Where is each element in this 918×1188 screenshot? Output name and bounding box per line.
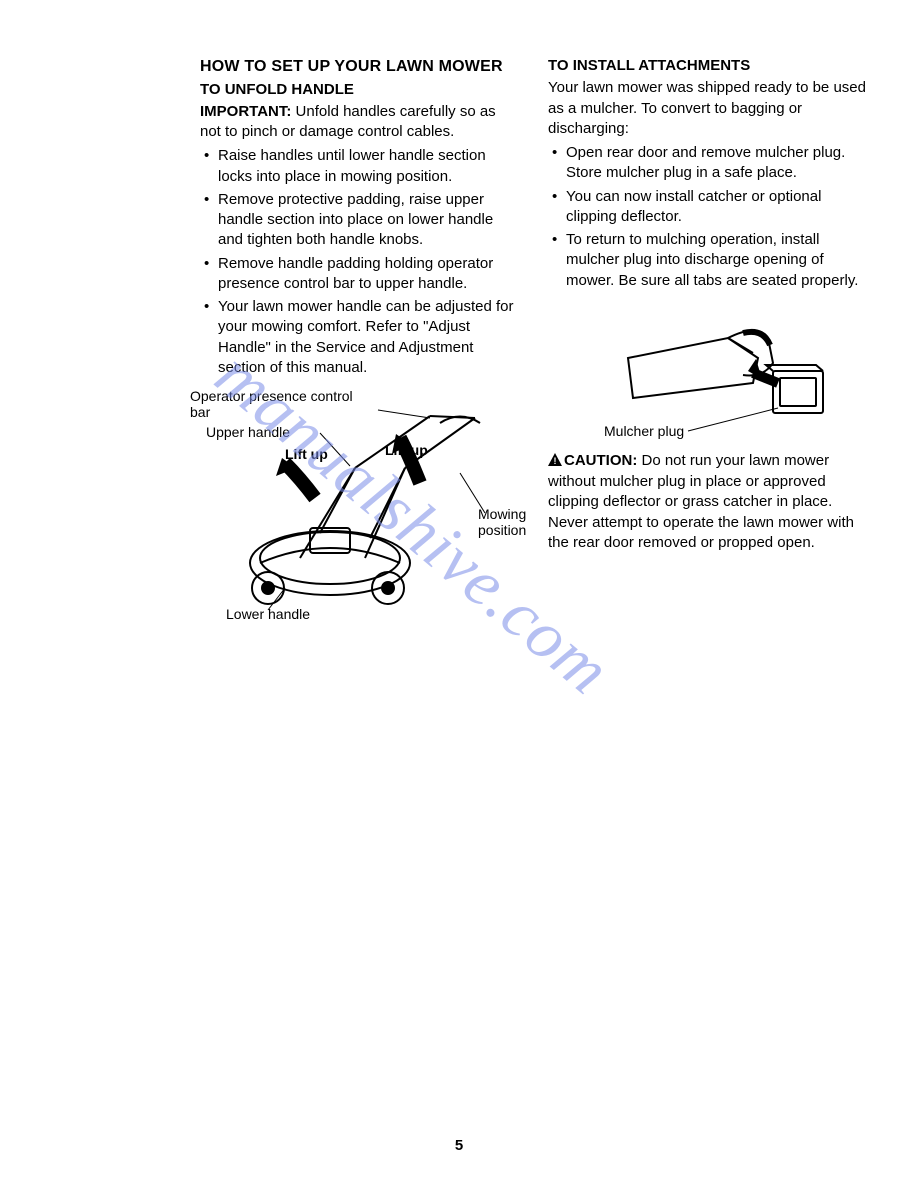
- heading-setup: HOW TO SET UP YOUR LAWN MOWER: [200, 56, 520, 78]
- list-item: You can now install catcher or optional …: [548, 187, 868, 228]
- label-bar: bar: [190, 404, 210, 420]
- label-lift-up-1: Lift up: [285, 446, 328, 462]
- svg-text:!: !: [554, 456, 557, 466]
- list-item: To return to mulching operation, install…: [548, 230, 868, 291]
- heading-attachments: TO INSTALL ATTACHMENTS: [548, 56, 868, 76]
- label-lower-handle: Lower handle: [226, 606, 310, 622]
- left-column: HOW TO SET UP YOUR LAWN MOWER TO UNFOLD …: [200, 56, 520, 628]
- attachments-intro: Your lawn mower was shipped ready to be …: [548, 78, 868, 139]
- warning-icon: !: [548, 452, 562, 472]
- label-mulcher-plug: Mulcher plug: [604, 423, 684, 439]
- heading-unfold: TO UNFOLD HANDLE: [200, 80, 520, 100]
- mulcher-diagram-svg: [558, 303, 838, 443]
- handle-diagram: Operator presence control bar Upper hand…: [190, 388, 530, 628]
- list-item: Raise handles until lower handle section…: [200, 146, 520, 187]
- important-label: IMPORTANT:: [200, 103, 291, 120]
- label-op-presence: Operator presence control: [190, 388, 353, 404]
- caution-label: CAUTION:: [564, 452, 637, 469]
- content-columns: HOW TO SET UP YOUR LAWN MOWER TO UNFOLD …: [200, 56, 868, 628]
- label-upper-handle: Upper handle: [206, 424, 290, 440]
- caution-paragraph: ! CAUTION: Do not run your lawn mower wi…: [548, 451, 868, 553]
- right-column: TO INSTALL ATTACHMENTS Your lawn mower w…: [548, 56, 868, 628]
- important-paragraph: IMPORTANT: Unfold handles carefully so a…: [200, 102, 520, 143]
- page-number: 5: [0, 1136, 918, 1156]
- label-mowing: Mowing: [478, 506, 526, 522]
- label-lift-up-2: Lift up: [385, 442, 428, 458]
- label-position: position: [478, 522, 526, 538]
- list-item: Open rear door and remove mulcher plug. …: [548, 143, 868, 184]
- caution-box: ! CAUTION: Do not run your lawn mower wi…: [548, 451, 868, 553]
- list-item: Your lawn mower handle can be adjusted f…: [200, 297, 520, 378]
- left-bullet-list: Raise handles until lower handle section…: [200, 146, 520, 378]
- right-bullet-list: Open rear door and remove mulcher plug. …: [548, 143, 868, 291]
- list-item: Remove handle padding holding operator p…: [200, 254, 520, 295]
- list-item: Remove protective padding, raise upper h…: [200, 190, 520, 251]
- mulcher-diagram: Mulcher plug: [558, 303, 838, 443]
